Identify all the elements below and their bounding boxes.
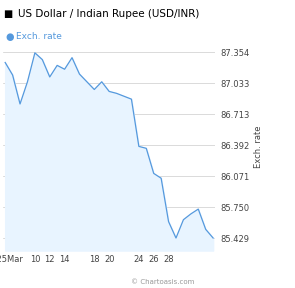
Text: US Dollar / Indian Rupee (USD/INR): US Dollar / Indian Rupee (USD/INR)	[18, 9, 199, 19]
Text: ■: ■	[3, 9, 12, 19]
Text: © Chartoasis.com: © Chartoasis.com	[131, 279, 194, 285]
Y-axis label: Exch. rate: Exch. rate	[254, 126, 263, 168]
Text: Exch. rate: Exch. rate	[16, 32, 62, 41]
Text: ●: ●	[6, 32, 14, 42]
